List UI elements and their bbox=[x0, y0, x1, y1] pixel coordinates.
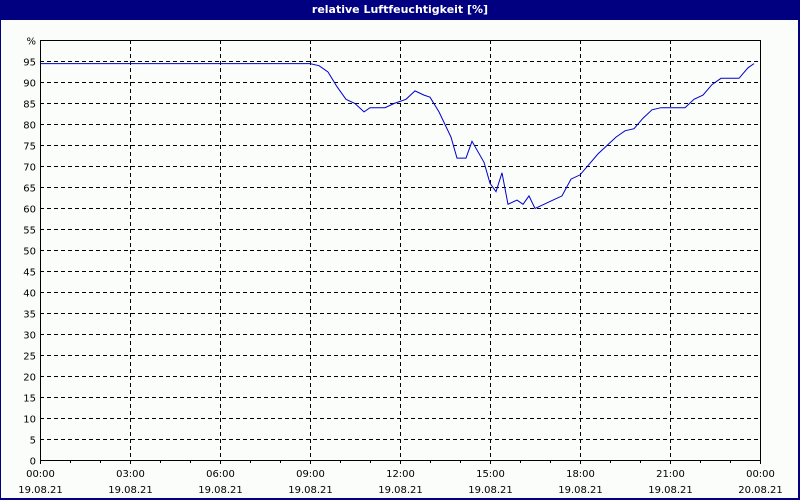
x-tick-date: 20.08.21 bbox=[738, 485, 783, 496]
x-tick-time: 00:00 bbox=[746, 469, 775, 480]
y-tick-label: 25 bbox=[23, 352, 36, 363]
y-tick-label: 55 bbox=[23, 226, 36, 237]
y-tick-label: 70 bbox=[23, 163, 36, 174]
x-tick-date: 19.08.21 bbox=[558, 485, 603, 496]
x-tick-date: 19.08.21 bbox=[648, 485, 693, 496]
x-tick-time: 06:00 bbox=[206, 469, 235, 480]
y-tick-label: 5 bbox=[30, 436, 36, 447]
y-tick-label: 0 bbox=[30, 457, 36, 468]
y-tick-label: 80 bbox=[23, 121, 36, 132]
x-tick-time: 03:00 bbox=[116, 469, 145, 480]
y-tick-label: 75 bbox=[23, 142, 36, 153]
y-tick-label: 40 bbox=[23, 289, 36, 300]
humidity-series-line bbox=[40, 63, 755, 210]
x-tick-time: 18:00 bbox=[566, 469, 595, 480]
x-tick-date: 19.08.21 bbox=[378, 485, 423, 496]
x-tick-time: 12:00 bbox=[386, 469, 415, 480]
y-tick-label: 95 bbox=[23, 58, 36, 69]
y-tick-label: 45 bbox=[23, 268, 36, 279]
y-tick-label: 10 bbox=[23, 415, 36, 426]
x-tick-date: 19.08.21 bbox=[288, 485, 333, 496]
x-tick-time: 21:00 bbox=[656, 469, 685, 480]
y-tick-label: 90 bbox=[23, 79, 36, 90]
x-tick-date: 19.08.21 bbox=[198, 485, 243, 496]
y-tick-label: 35 bbox=[23, 310, 36, 321]
y-tick-label: 20 bbox=[23, 373, 36, 384]
x-tick-date: 19.08.21 bbox=[468, 485, 513, 496]
plot-area-border bbox=[40, 40, 761, 461]
y-tick-label: 60 bbox=[23, 205, 36, 216]
grid-lines bbox=[40, 40, 760, 460]
x-tick-time: 15:00 bbox=[476, 469, 505, 480]
y-tick-label: % bbox=[26, 37, 36, 48]
y-tick-label: 50 bbox=[23, 247, 36, 258]
chart-title: relative Luftfeuchtigkeit [%] bbox=[311, 3, 489, 16]
y-tick-label: 65 bbox=[23, 184, 36, 195]
x-tick-time: 09:00 bbox=[296, 469, 325, 480]
x-tick-date: 19.08.21 bbox=[108, 485, 153, 496]
y-tick-label: 15 bbox=[23, 394, 36, 405]
x-tick-time: 00:00 bbox=[26, 469, 55, 480]
y-axis: 0 5 10 15 20 25 30 35 40 45 50 55 60 65 70 75 80 85 90 95% bbox=[23, 37, 36, 468]
x-tick-date: 19.08.21 bbox=[18, 485, 63, 496]
y-tick-label: 30 bbox=[23, 331, 36, 342]
y-tick-label: 85 bbox=[23, 100, 36, 111]
x-axis: 00:00 19.08.21 03:00 19.08.21 06:00 19.08.21 0… bbox=[18, 460, 783, 496]
